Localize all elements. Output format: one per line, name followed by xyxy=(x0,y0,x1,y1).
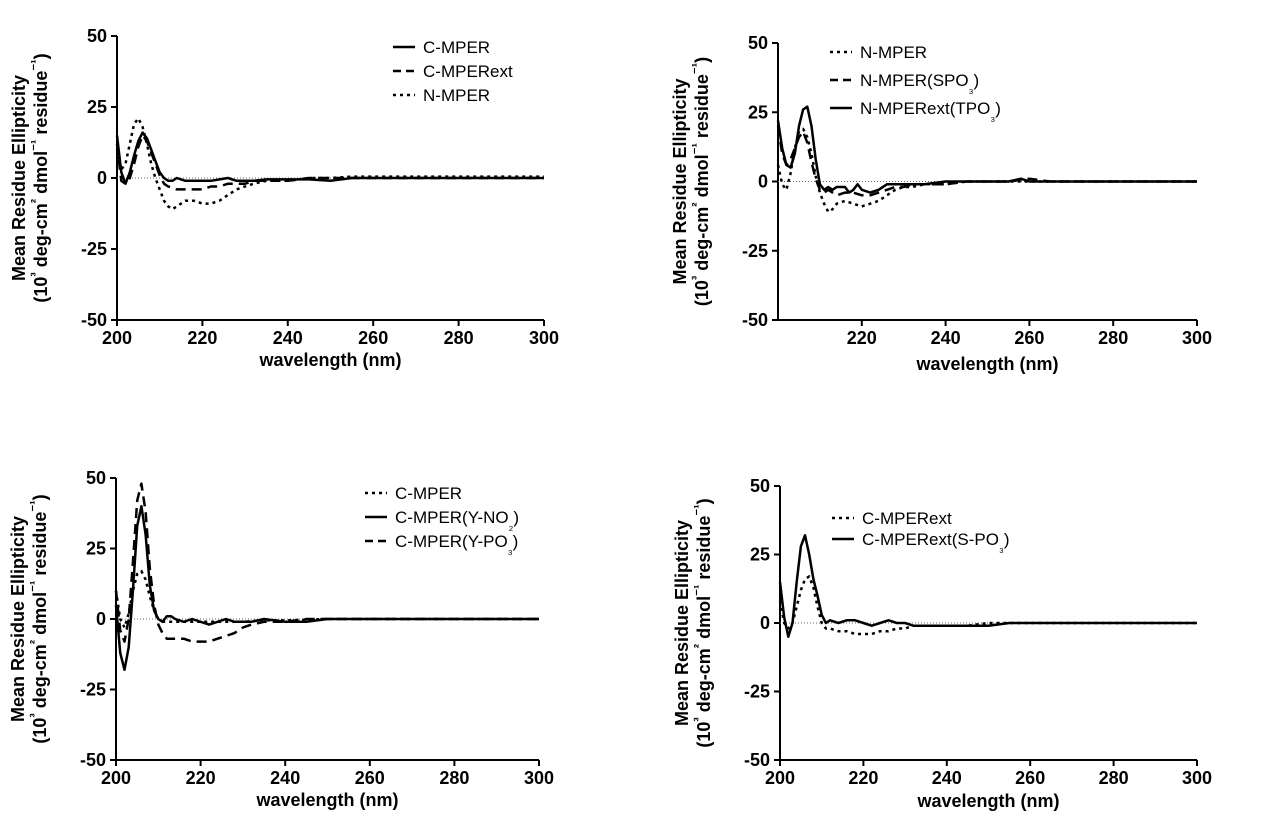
x-tick-label: 300 xyxy=(524,768,554,788)
y-tick-label: 25 xyxy=(86,539,106,559)
y-tick-label: -25 xyxy=(80,680,106,700)
legend-label: N-MPER(SPO₃) xyxy=(860,71,979,96)
y-tick-label: 25 xyxy=(750,545,770,565)
x-tick-label: 260 xyxy=(1014,328,1044,348)
x-tick-label: 240 xyxy=(932,768,962,788)
series-line-c-mper-y-no2- xyxy=(114,504,539,672)
x-tick-label: 300 xyxy=(1182,328,1212,348)
x-axis-title: wavelength (nm) xyxy=(915,354,1058,374)
y-tick-label: 50 xyxy=(86,468,106,488)
legend-label: C-MPER(Y-PO₃) xyxy=(395,532,518,557)
x-tick-label: 200 xyxy=(101,768,131,788)
x-tick-label: 220 xyxy=(187,328,217,348)
x-tick-label: 280 xyxy=(439,768,469,788)
series-line-c-mperext xyxy=(778,575,1197,636)
y-axis-title: Mean Residue Ellipticity xyxy=(670,78,690,284)
y-tick-label: 25 xyxy=(748,102,768,122)
x-tick-label: 220 xyxy=(186,768,216,788)
series-line-n-mper-spo3- xyxy=(776,125,1197,197)
y-tick-label: 50 xyxy=(748,33,768,53)
y-tick-label: -50 xyxy=(80,750,106,770)
x-tick-label: 240 xyxy=(270,768,300,788)
y-tick-label: -25 xyxy=(744,682,770,702)
legend-label: N-MPER xyxy=(860,43,927,62)
x-tick-label: 260 xyxy=(1015,768,1045,788)
y-tick-label: 25 xyxy=(87,97,107,117)
y-tick-label: -50 xyxy=(742,310,768,330)
series-line-n-mper xyxy=(776,127,1197,214)
legend-label: N-MPER xyxy=(423,86,490,105)
x-tick-label: 240 xyxy=(931,328,961,348)
legend-label: C-MPER xyxy=(423,38,490,57)
y-tick-label: 50 xyxy=(750,476,770,496)
panel-2: 50 25 0 -25 -50 220 240 260 280 300 wavelength (nm… xyxy=(670,33,1212,374)
x-tick-label: 260 xyxy=(355,768,385,788)
x-axis-title: wavelength (nm) xyxy=(255,790,398,810)
y-tick-label: 0 xyxy=(760,613,770,633)
x-tick-label: 300 xyxy=(529,328,559,348)
series-line-n-mperext-tpo3- xyxy=(776,105,1197,194)
legend-label: C-MPER xyxy=(395,484,462,503)
y-axis-title-units: (10³ deg-cm² dmol⁻¹ residue⁻¹) xyxy=(689,57,713,306)
y-axis-title: Mean Residue Ellipticity xyxy=(672,520,692,726)
y-axis-title-units: (10³ deg-cm² dmol⁻¹ residue⁻¹) xyxy=(27,494,51,743)
y-axis-title-units: (10³ deg-cm² dmol⁻¹ residue⁻¹) xyxy=(28,53,52,302)
y-tick-label: -50 xyxy=(81,310,107,330)
legend-label: C-MPERext(S-PO₃) xyxy=(862,530,1010,555)
y-tick-label: -25 xyxy=(742,241,768,261)
x-tick-label: 280 xyxy=(444,328,474,348)
x-axis-title: wavelength (nm) xyxy=(916,791,1059,811)
series-line-c-mper-y-po3- xyxy=(114,482,539,643)
series-line-c-mperext-s-po3- xyxy=(778,534,1197,638)
x-tick-label: 260 xyxy=(358,328,388,348)
y-tick-label: 50 xyxy=(87,26,107,46)
x-tick-label: 220 xyxy=(847,328,877,348)
x-tick-label: 280 xyxy=(1098,328,1128,348)
legend-label: C-MPERext xyxy=(423,62,513,81)
series-line-c-mperext xyxy=(115,134,544,191)
x-axis-title: wavelength (nm) xyxy=(258,350,401,370)
y-axis-title: Mean Residue Ellipticity xyxy=(8,516,28,722)
x-tick-label: 200 xyxy=(102,328,132,348)
legend-label: C-MPERext xyxy=(862,509,952,528)
legend-label: C-MPER(Y-NO₂) xyxy=(395,508,519,533)
series-line-n-mper xyxy=(115,117,544,211)
y-tick-label: 0 xyxy=(758,172,768,192)
x-tick-label: 200 xyxy=(765,768,795,788)
x-tick-label: 220 xyxy=(848,768,878,788)
y-tick-label: -50 xyxy=(744,750,770,770)
y-tick-label: 0 xyxy=(97,168,107,188)
y-tick-label: -25 xyxy=(81,239,107,259)
y-tick-label: 0 xyxy=(96,609,106,629)
legend-label: N-MPERext(TPO₃) xyxy=(860,99,1001,124)
y-axis-title-units: (10³ deg-cm² dmol⁻¹ residue⁻¹) xyxy=(691,498,715,747)
series-line-c-mper xyxy=(115,131,544,185)
x-tick-label: 300 xyxy=(1182,768,1212,788)
x-tick-label: 240 xyxy=(273,328,303,348)
x-tick-label: 280 xyxy=(1099,768,1129,788)
y-axis-title: Mean Residue Ellipticity xyxy=(9,75,29,281)
